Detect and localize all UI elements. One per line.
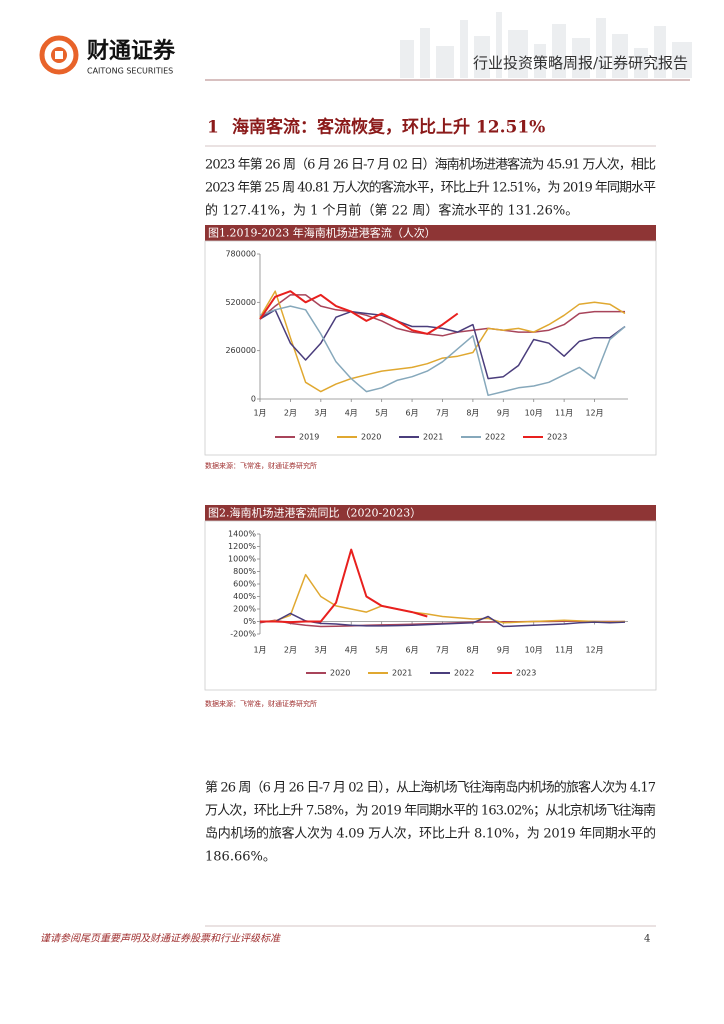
x-tick-label: 2月 xyxy=(284,409,297,418)
series-line xyxy=(259,290,626,393)
x-tick-label: 9月 xyxy=(497,646,510,655)
y-tick-label: 0 xyxy=(251,395,256,404)
x-tick-label: 10月 xyxy=(525,409,543,418)
paragraph-line: 岛内机场的旅客人次为 4.09 万人次，环比上升 8.10%，为 2019 年同… xyxy=(205,826,656,842)
x-tick-label: 4月 xyxy=(345,409,358,418)
y-tick-label: 1000% xyxy=(228,555,256,564)
legend-label: 2022 xyxy=(454,669,474,678)
y-tick-label: 200% xyxy=(233,605,256,614)
section-number: 1 xyxy=(207,118,219,138)
y-tick-label: 260000 xyxy=(225,346,256,355)
figure-source: 数据来源：飞常准，财通证券研究所 xyxy=(205,461,317,470)
y-tick-label: -200% xyxy=(230,630,256,639)
x-tick-label: 6月 xyxy=(406,409,419,418)
x-tick-label: 2月 xyxy=(284,646,297,655)
x-tick-label: 12月 xyxy=(585,646,603,655)
figure-title-bar xyxy=(205,505,656,521)
y-tick-label: 520000 xyxy=(225,298,256,307)
figure-source: 数据来源：飞常准，财通证券研究所 xyxy=(205,699,317,708)
figure-title-bar xyxy=(205,225,656,241)
x-tick-label: 1月 xyxy=(253,646,266,655)
y-tick-label: 600% xyxy=(233,580,256,589)
figure-title: 图1.2019-2023 年海南机场进港客流（人次） xyxy=(208,226,436,240)
paragraph-line: 的 127.41%，为 1 个月前（第 22 周）客流水平的 131.26%。 xyxy=(205,203,578,219)
paragraph-line: 万人次，环比上升 7.58%，为 2019 年同期水平的 163.02%；从北京… xyxy=(205,803,656,819)
page-number: 4 xyxy=(644,934,650,945)
series-line xyxy=(259,309,626,380)
section-title: 海南客流：客流恢复，环比上升 12.51% xyxy=(232,117,545,138)
y-tick-label: 1200% xyxy=(228,542,256,551)
legend-label: 2020 xyxy=(361,433,381,442)
series-line xyxy=(259,294,625,337)
legend-label: 2023 xyxy=(547,433,567,442)
x-tick-label: 9月 xyxy=(497,409,510,418)
paragraph-line: 2023 年第 25 周 40.81 万人次的客流水平，环比上升 12.51%，… xyxy=(205,180,656,196)
series-line xyxy=(260,612,626,628)
figure-title: 图2.海南机场进港客流同比（2020-2023） xyxy=(208,506,421,520)
paragraph-line: 186.66%。 xyxy=(205,850,276,865)
x-tick-label: 7月 xyxy=(436,646,449,655)
y-tick-label: 0% xyxy=(243,617,256,626)
paragraph-line: 2023 年第 26 周（6 月 26 日-7 月 02 日）海南机场进港客流为… xyxy=(205,157,656,173)
x-tick-label: 3月 xyxy=(314,409,327,418)
legend-label: 2021 xyxy=(423,433,443,442)
report-type: 行业投资策略周报/证券研究报告 xyxy=(473,54,688,72)
series-line xyxy=(259,305,626,397)
x-tick-label: 11月 xyxy=(555,646,573,655)
x-tick-label: 8月 xyxy=(466,409,479,418)
y-tick-label: 1400% xyxy=(228,530,256,539)
legend-label: 2019 xyxy=(299,433,319,442)
y-tick-label: 400% xyxy=(233,592,256,601)
y-tick-label: 800% xyxy=(233,567,256,576)
x-tick-label: 7月 xyxy=(436,409,449,418)
chart-frame xyxy=(204,520,657,691)
legend-label: 2020 xyxy=(330,669,350,678)
x-tick-label: 6月 xyxy=(406,646,419,655)
x-tick-label: 12月 xyxy=(585,409,603,418)
skyline xyxy=(400,12,692,78)
x-tick-label: 8月 xyxy=(466,646,479,655)
series-line xyxy=(260,548,428,624)
x-tick-label: 5月 xyxy=(375,409,388,418)
x-tick-label: 5月 xyxy=(375,646,388,655)
legend-label: 2022 xyxy=(485,433,505,442)
logo xyxy=(39,35,79,75)
company-name-en: CAITONG SECURITIES xyxy=(87,67,173,76)
legend-label: 2023 xyxy=(516,669,536,678)
x-tick-label: 10月 xyxy=(525,646,543,655)
legend-label: 2021 xyxy=(392,669,412,678)
x-tick-label: 4月 xyxy=(345,646,358,655)
x-tick-label: 1月 xyxy=(253,409,266,418)
x-tick-label: 3月 xyxy=(314,646,327,655)
chart-frame xyxy=(204,240,657,456)
paragraph-line: 第 26 周（6 月 26 日-7 月 02 日），从上海机场飞往海南岛内机场的… xyxy=(205,780,656,796)
y-tick-label: 780000 xyxy=(225,250,256,259)
series-line xyxy=(259,573,626,624)
company-name: 财通证券 xyxy=(87,38,176,64)
footer-disclaimer: 谨请参阅尾页重要声明及财通证券股票和行业评级标准 xyxy=(40,933,281,945)
x-tick-label: 11月 xyxy=(555,409,573,418)
series-line xyxy=(259,290,459,335)
